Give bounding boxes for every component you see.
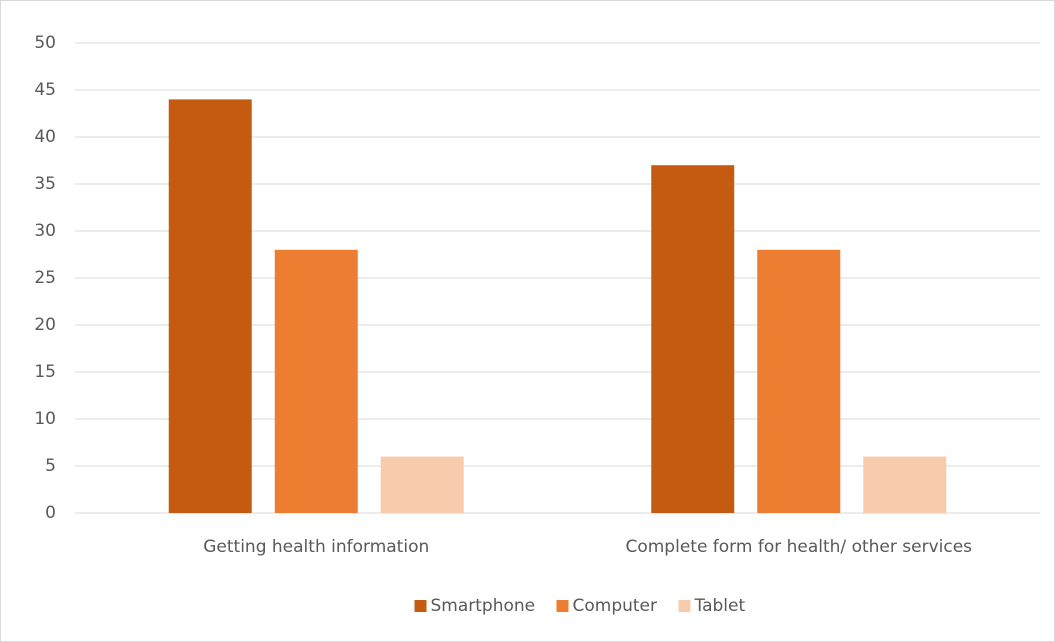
y-tick-label: 0 <box>45 503 56 523</box>
bar <box>757 249 841 514</box>
bar <box>380 456 464 513</box>
y-tick-label: 25 <box>34 268 56 288</box>
y-tick-label: 35 <box>34 174 56 194</box>
legend-label: Smartphone <box>431 596 536 616</box>
y-tick-label: 40 <box>34 127 56 147</box>
bar <box>274 249 358 514</box>
y-tick-label: 10 <box>34 409 56 429</box>
y-tick-label: 30 <box>34 221 56 241</box>
bar <box>863 456 947 513</box>
legend-swatch <box>678 600 691 612</box>
y-tick-label: 50 <box>34 33 56 53</box>
y-tick-label: 45 <box>34 80 56 100</box>
x-tick-label: Getting health information <box>203 537 429 557</box>
y-tick-label: 20 <box>34 315 56 335</box>
legend-label: Tablet <box>694 596 746 616</box>
bar <box>168 99 252 514</box>
legend-swatch <box>414 600 427 612</box>
x-tick-label: Complete form for health/ other services <box>625 537 972 557</box>
bar <box>651 165 735 513</box>
legend-label: Computer <box>573 596 658 616</box>
y-tick-label: 5 <box>45 456 56 476</box>
y-tick-label: 15 <box>34 362 56 382</box>
legend-swatch <box>556 600 569 612</box>
